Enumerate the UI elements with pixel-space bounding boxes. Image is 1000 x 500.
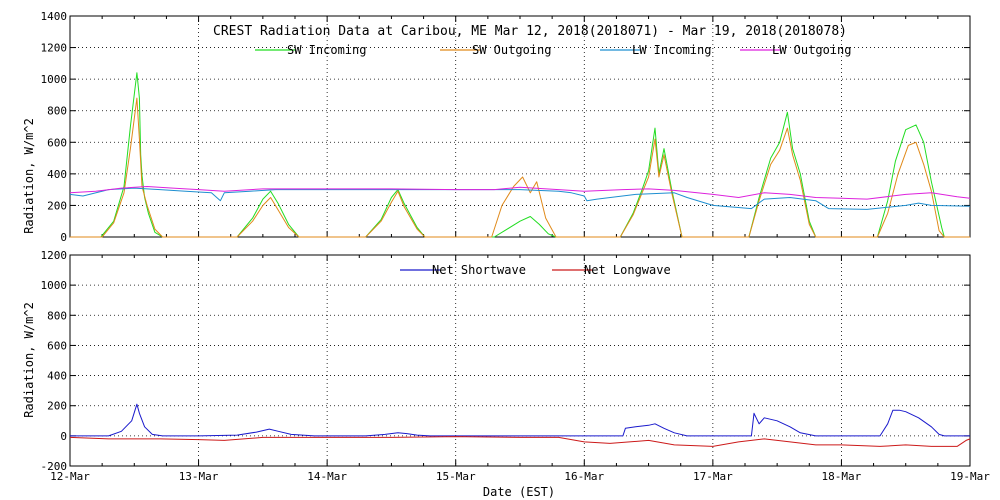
y-tick-label: 400 — [47, 370, 67, 383]
x-tick-label: 17-Mar — [693, 470, 733, 483]
y-tick-label: 0 — [60, 430, 67, 443]
y-tick-label: 1000 — [41, 73, 68, 86]
series-line-sw-outgoing — [70, 97, 970, 238]
y-tick-label: 600 — [47, 339, 67, 352]
series-line-net-shortwave — [70, 403, 970, 437]
legend-label: SW Incoming — [287, 43, 366, 57]
x-tick-label: 13-Mar — [179, 470, 219, 483]
y-tick-label: 600 — [47, 136, 67, 149]
series-line-lw-incoming — [69, 187, 971, 210]
bottom-panel: 12-Mar 13-Mar 14-Mar 15-Mar 16-Mar 17-Mar 18-M… — [41, 249, 991, 483]
x-tick-label: 15-Mar — [436, 470, 476, 483]
bottom-y-axis-title: Radiation, W/m^2 — [22, 302, 36, 418]
series-line-lw-outgoing — [69, 186, 971, 200]
top-y-axis-title: Radiation, W/m^2 — [22, 118, 36, 234]
legend-label: SW Outgoing — [472, 43, 551, 57]
y-tick-label: 800 — [47, 105, 67, 118]
y-tick-label: 1000 — [41, 279, 68, 292]
legend-label: Net Shortwave — [432, 263, 526, 277]
x-tick-label: 16-Mar — [564, 470, 604, 483]
legend-label: LW Outgoing — [772, 43, 851, 57]
plot-frame — [69, 254, 971, 467]
x-tick-label: 19-Mar — [950, 470, 990, 483]
series-line-net-longwave — [69, 436, 971, 447]
series-line-sw-incoming — [70, 72, 970, 238]
legend-label: LW Incoming — [632, 43, 711, 57]
y-tick-label: 200 — [47, 199, 67, 212]
x-axis-title: Date (EST) — [483, 485, 555, 499]
y-tick-label: -200 — [41, 460, 68, 473]
y-tick-label: 800 — [47, 309, 67, 322]
chart-title: CREST Radiation Data at Caribou, ME Mar … — [213, 24, 847, 39]
y-tick-label: 1200 — [41, 42, 68, 55]
y-tick-label: 0 — [60, 231, 67, 244]
y-tick-label: 200 — [47, 400, 67, 413]
x-tick-label: 18-Mar — [822, 470, 862, 483]
x-tick-label: 14-Mar — [307, 470, 347, 483]
legend-label: Net Longwave — [584, 263, 671, 277]
y-tick-label: 400 — [47, 168, 67, 181]
y-tick-label: 1400 — [41, 10, 68, 23]
top-panel: 0 200 400 600 800 1000 1200 1400 SW Incoming SW O… — [41, 10, 971, 244]
y-tick-label: 1200 — [41, 249, 68, 262]
x-tick-label: 12-Mar — [50, 470, 90, 483]
